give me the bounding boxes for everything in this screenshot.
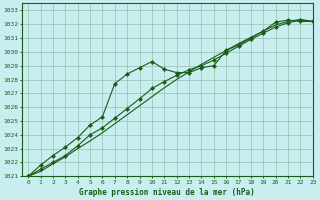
X-axis label: Graphe pression niveau de la mer (hPa): Graphe pression niveau de la mer (hPa) [79, 188, 255, 197]
